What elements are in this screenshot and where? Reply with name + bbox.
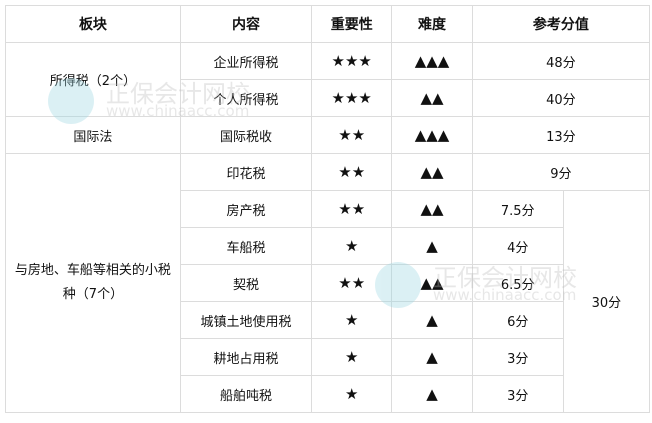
table-row: 车船税 ★ ▲ 4分 xyxy=(6,227,650,265)
content-cell: 耕地占用税 xyxy=(179,338,313,376)
content-cell: 船舶吨税 xyxy=(179,375,313,413)
table-row: 个人所得税 ★★★ ▲▲ 40分 xyxy=(6,79,651,117)
difficulty-triangles: ▲▲▲ xyxy=(391,116,473,154)
tax-score-table: 板块 内容 重要性 难度 参考分值 所得税（2个） 企业所得税 ★★★ ▲▲▲ … xyxy=(5,5,651,413)
header-section: 板块 xyxy=(5,5,181,43)
table-row: 船舶吨税 ★ ▲ 3分 xyxy=(6,375,650,413)
difficulty-triangles: ▲▲ xyxy=(391,264,473,302)
difficulty-triangles: ▲▲▲ xyxy=(391,42,473,80)
score-cell: 13分 xyxy=(471,116,651,154)
importance-stars: ★★ xyxy=(311,116,393,154)
importance-stars: ★★ xyxy=(311,153,393,191)
importance-stars: ★ xyxy=(311,301,393,339)
table-row: 与房地、车船等相关的小税种（7个） 印花税 ★★ ▲▲ 9分 xyxy=(5,153,651,413)
difficulty-triangles: ▲ xyxy=(391,301,473,339)
difficulty-triangles: ▲ xyxy=(391,227,473,265)
importance-stars: ★ xyxy=(311,375,393,413)
header-row: 板块 内容 重要性 难度 参考分值 xyxy=(5,5,651,43)
difficulty-triangles: ▲ xyxy=(391,338,473,376)
score-cell: 40分 xyxy=(471,79,651,117)
section-cell: 国际法 xyxy=(5,116,181,154)
score-cell: 6分 xyxy=(471,301,564,339)
content-cell: 城镇土地使用税 xyxy=(179,301,313,339)
content-cell: 企业所得税 xyxy=(179,42,313,80)
importance-stars: ★★ xyxy=(311,264,393,302)
group-total-cell: 30分 xyxy=(562,190,651,413)
score-cell: 7.5分 xyxy=(471,190,564,228)
content-cell: 个人所得税 xyxy=(179,79,313,117)
section-cell: 与房地、车船等相关的小税种（7个） xyxy=(5,153,181,413)
importance-stars: ★★★ xyxy=(311,79,393,117)
header-content: 内容 xyxy=(179,5,313,43)
score-cell: 48分 xyxy=(471,42,651,80)
difficulty-triangles: ▲▲ xyxy=(391,190,473,228)
table-row: 城镇土地使用税 ★ ▲ 6分 xyxy=(6,301,650,339)
importance-stars: ★★ xyxy=(311,190,393,228)
difficulty-triangles: ▲▲ xyxy=(391,79,473,117)
content-cell: 房产税 xyxy=(179,190,313,228)
difficulty-triangles: ▲ xyxy=(391,375,473,413)
score-cell: 4分 xyxy=(471,227,564,265)
table-row: 房产税 ★★ ▲▲ 7.5分 30分 xyxy=(6,190,651,413)
table-row: 所得税（2个） 企业所得税 ★★★ ▲▲▲ 48分 xyxy=(5,42,651,117)
content-cell: 车船税 xyxy=(179,227,313,265)
score-cell: 3分 xyxy=(471,338,564,376)
importance-stars: ★ xyxy=(311,338,393,376)
section-cell: 所得税（2个） xyxy=(5,42,181,117)
score-cell: 9分 xyxy=(471,153,651,191)
header-difficulty: 难度 xyxy=(391,5,473,43)
table-row: 国际法 国际税收 ★★ ▲▲▲ 13分 xyxy=(5,116,651,154)
importance-stars: ★★★ xyxy=(311,42,393,80)
importance-stars: ★ xyxy=(311,227,393,265)
content-cell: 印花税 xyxy=(179,153,313,191)
header-score: 参考分值 xyxy=(471,5,651,43)
content-cell: 国际税收 xyxy=(179,116,313,154)
difficulty-triangles: ▲▲ xyxy=(391,153,473,191)
score-cell: 6.5分 xyxy=(471,264,564,302)
score-cell: 3分 xyxy=(471,375,564,413)
content-cell: 契税 xyxy=(179,264,313,302)
header-importance: 重要性 xyxy=(311,5,393,43)
